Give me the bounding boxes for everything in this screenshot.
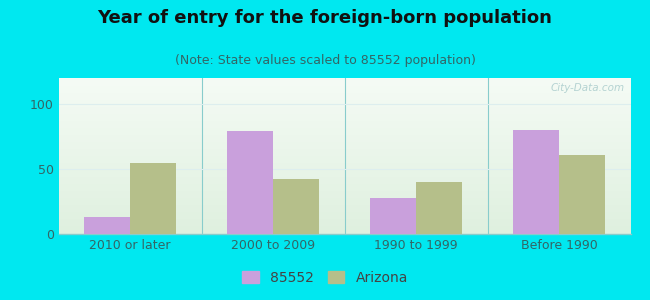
Text: (Note: State values scaled to 85552 population): (Note: State values scaled to 85552 popu… — [175, 54, 475, 67]
Bar — [559, 155, 604, 234]
Legend: 85552, Arizona: 85552, Arizona — [237, 265, 413, 290]
Bar — [514, 130, 559, 234]
Bar — [84, 217, 130, 234]
Bar — [273, 179, 318, 234]
Text: Year of entry for the foreign-born population: Year of entry for the foreign-born popul… — [98, 9, 552, 27]
Bar — [130, 163, 176, 234]
Bar — [370, 198, 416, 234]
Text: City-Data.com: City-Data.com — [551, 83, 625, 93]
Bar — [227, 131, 273, 234]
Bar — [416, 182, 462, 234]
